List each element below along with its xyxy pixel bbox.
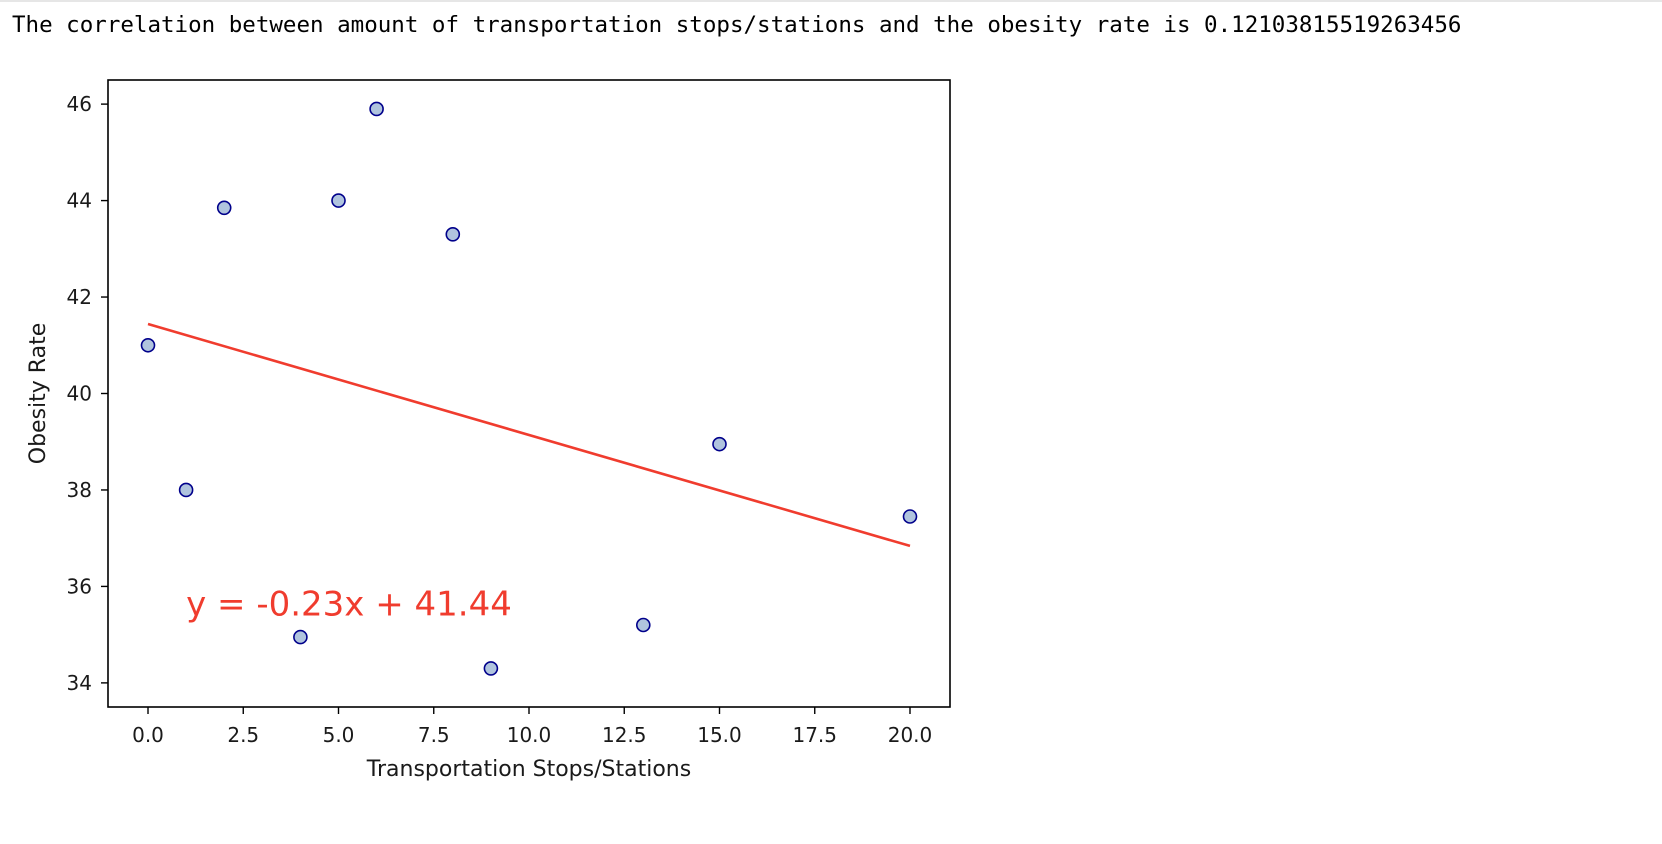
x-tick-label: 2.5 bbox=[227, 723, 259, 747]
scatter-point bbox=[369, 101, 384, 117]
y-tick-label: 40 bbox=[67, 382, 92, 406]
scatter-point bbox=[445, 227, 461, 242]
y-tick-label: 36 bbox=[67, 574, 92, 598]
x-tick-label: 17.5 bbox=[792, 723, 837, 747]
y-tick-label: 38 bbox=[67, 478, 92, 502]
x-tick-label: 7.5 bbox=[418, 723, 450, 747]
correlation-output-text: The correlation between amount of transp… bbox=[12, 12, 1462, 38]
x-tick-label: 15.0 bbox=[697, 723, 742, 747]
points-layer bbox=[140, 101, 918, 676]
x-tick-label: 5.0 bbox=[323, 723, 355, 747]
x-tick-label: 10.0 bbox=[507, 723, 552, 747]
scatter-point bbox=[635, 617, 651, 633]
y-tick-label: 44 bbox=[67, 189, 92, 213]
regression-line bbox=[147, 322, 911, 548]
scatter-point bbox=[712, 436, 727, 452]
ticks-layer: 0.0 2.5 5.0 7.5 10.0 12.5 15.0 17.5 20.0 34 36 38 40… bbox=[67, 92, 933, 747]
x-tick-label: 20.0 bbox=[888, 723, 933, 747]
y-tick-label: 46 bbox=[67, 92, 92, 116]
scatter-point bbox=[483, 661, 499, 676]
y-axis-label: Obesity Rate bbox=[26, 323, 51, 464]
cell-output-divider bbox=[0, 0, 1662, 2]
scatter-point bbox=[140, 337, 156, 353]
plot-frame bbox=[107, 79, 951, 708]
scatter-point bbox=[178, 482, 194, 498]
regression-layer bbox=[147, 322, 911, 548]
x-tick-label: 0.0 bbox=[132, 723, 164, 747]
x-tick-label: 12.5 bbox=[602, 723, 647, 747]
scatter-point bbox=[293, 629, 308, 645]
y-tick-label: 34 bbox=[67, 671, 92, 695]
x-axis-label: Transportation Stops/Stations bbox=[366, 757, 691, 782]
scatter-point bbox=[331, 193, 346, 208]
scatter-point bbox=[902, 509, 918, 524]
regression-equation: y = -0.23x + 41.44 bbox=[186, 584, 512, 624]
scatter-point bbox=[216, 200, 232, 216]
y-tick-label: 42 bbox=[67, 285, 92, 309]
